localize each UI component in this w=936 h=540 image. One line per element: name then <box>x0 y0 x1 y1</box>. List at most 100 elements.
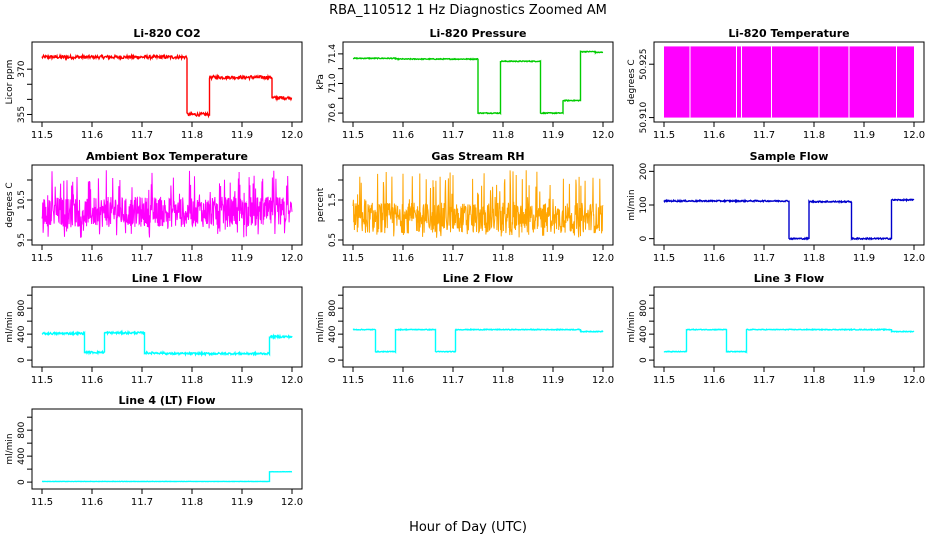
x-tick-label: 12.0 <box>281 497 303 508</box>
chart-panel-10: Line 4 (LT) Flow ml/min 11.5 11.6 11.7 11.8 11… <box>5 394 303 508</box>
series-line <box>41 52 293 119</box>
chart-title: Line 3 Flow <box>754 272 824 285</box>
x-tick-label: 11.8 <box>181 253 203 264</box>
x-tick-label: 11.7 <box>131 130 153 141</box>
x-tick-label: 12.0 <box>281 253 303 264</box>
x-tick-label: 11.8 <box>803 375 825 386</box>
y-tick-label: 71.0 <box>328 73 338 93</box>
chart-title: Gas Stream RH <box>431 150 524 163</box>
x-tick-label: 11.6 <box>81 130 103 141</box>
chart-panel-5: Gas Stream RH percent 11.5 11.6 11.7 11.8 11.9… <box>316 150 614 264</box>
x-tick-label: 12.0 <box>903 253 925 264</box>
x-tick-label: 11.6 <box>703 375 725 386</box>
y-tick-label: 0 <box>17 357 27 363</box>
x-tick-label: 11.5 <box>31 375 53 386</box>
x-tick-label: 11.5 <box>653 375 675 386</box>
y-axis-label: degrees C <box>5 182 15 227</box>
chart-panel-3: Li-820 Temperature degrees C 11.5 11.6 11.7 1… <box>627 27 925 141</box>
y-axis-label: ml/min <box>627 311 637 342</box>
chart-panel-1: Li-820 CO2 Licor ppm 11.5 11.6 11.7 11.8 11.9 1… <box>5 27 303 141</box>
x-tick-label: 11.5 <box>653 130 675 141</box>
x-tick-label: 11.5 <box>31 253 53 264</box>
x-tick-label: 11.9 <box>853 253 875 264</box>
chart-title: Li-820 Temperature <box>728 27 849 40</box>
x-tick-label: 11.7 <box>442 375 464 386</box>
plot-frame <box>653 286 925 368</box>
x-tick-label: 11.7 <box>442 253 464 264</box>
y-axis-label: ml/min <box>5 433 15 464</box>
chart-title: Li-820 Pressure <box>430 27 527 40</box>
chart-title: Sample Flow <box>750 150 829 163</box>
x-tick-label: 11.5 <box>31 497 53 508</box>
y-tick-label: 800 <box>17 421 27 438</box>
figure-xlabel: Hour of Day (UTC) <box>409 520 527 535</box>
chart-panel-8: Line 2 Flow ml/min 11.5 11.6 11.7 11.8 11.9 12.… <box>316 272 614 386</box>
y-tick-label: 800 <box>639 299 649 316</box>
y-axis-label: Licor ppm <box>5 60 15 105</box>
plot-frame <box>342 286 614 368</box>
x-tick-label: 11.9 <box>231 497 253 508</box>
x-tick-label: 11.5 <box>342 375 364 386</box>
y-axis-label: percent <box>316 187 326 222</box>
x-tick-label: 11.8 <box>181 375 203 386</box>
y-tick-label: 50.910 <box>639 102 649 134</box>
y-tick-label: 370 <box>17 60 27 77</box>
x-tick-label: 12.0 <box>592 253 614 264</box>
x-tick-label: 12.0 <box>281 130 303 141</box>
chart-title: Line 2 Flow <box>443 272 513 285</box>
x-tick-label: 11.5 <box>31 130 53 141</box>
chart-panel-4: Ambient Box Temperature degrees C 11.5 11.6… <box>5 150 303 264</box>
x-tick-label: 11.7 <box>753 375 775 386</box>
x-tick-label: 11.9 <box>542 253 564 264</box>
plot-frame <box>342 164 614 246</box>
plot-frame <box>342 41 614 123</box>
series-line <box>663 327 915 354</box>
chart-title: Ambient Box Temperature <box>86 150 248 163</box>
x-tick-label: 11.8 <box>803 130 825 141</box>
y-tick-label: 0 <box>17 479 27 485</box>
x-tick-label: 12.0 <box>903 375 925 386</box>
y-axis-label: ml/min <box>627 189 637 220</box>
y-tick-label: 10.5 <box>17 190 27 210</box>
x-tick-label: 11.5 <box>653 253 675 264</box>
series-line <box>663 197 915 241</box>
y-axis-label: ml/min <box>316 311 326 342</box>
y-tick-label: 355 <box>17 106 27 123</box>
x-tick-label: 11.7 <box>131 253 153 264</box>
plot-frame <box>653 41 925 123</box>
x-tick-label: 12.0 <box>281 375 303 386</box>
x-tick-label: 11.8 <box>181 130 203 141</box>
chart-panel-7: Line 1 Flow ml/min 11.5 11.6 11.7 11.8 11.9 12.… <box>5 272 303 386</box>
x-tick-label: 11.6 <box>703 130 725 141</box>
y-axis-label: kPa <box>316 74 326 90</box>
x-tick-label: 11.6 <box>392 375 414 386</box>
series-fill <box>664 46 914 118</box>
series-line <box>41 329 293 358</box>
x-tick-label: 11.9 <box>853 375 875 386</box>
x-tick-label: 11.8 <box>803 253 825 264</box>
y-tick-label: 400 <box>639 325 649 342</box>
x-tick-label: 11.9 <box>231 130 253 141</box>
x-tick-label: 11.8 <box>492 375 514 386</box>
y-tick-label: 71.4 <box>328 44 338 64</box>
x-tick-label: 11.9 <box>542 130 564 141</box>
y-tick-label: 800 <box>17 299 27 316</box>
chart-title: Line 1 Flow <box>132 272 202 285</box>
plot-frame <box>31 408 303 490</box>
y-tick-label: 800 <box>328 299 338 316</box>
y-tick-label: 400 <box>328 325 338 342</box>
y-axis-label: degrees C <box>627 59 637 104</box>
x-tick-label: 12.0 <box>592 130 614 141</box>
y-tick-label: 200 <box>639 163 649 180</box>
x-tick-label: 11.7 <box>131 497 153 508</box>
x-tick-label: 11.9 <box>231 253 253 264</box>
x-tick-label: 12.0 <box>592 375 614 386</box>
y-tick-label: 0 <box>639 236 649 242</box>
x-tick-label: 12.0 <box>903 130 925 141</box>
series-line <box>41 170 293 238</box>
chart-panel-2: Li-820 Pressure kPa 11.5 11.6 11.7 11.8 11.9 12… <box>316 27 614 141</box>
chart-panel-6: Sample Flow ml/min 11.5 11.6 11.7 11.8 11.9 12.… <box>627 150 925 264</box>
x-tick-label: 11.6 <box>392 253 414 264</box>
x-tick-label: 11.9 <box>542 375 564 386</box>
y-tick-label: 9.5 <box>17 233 27 247</box>
